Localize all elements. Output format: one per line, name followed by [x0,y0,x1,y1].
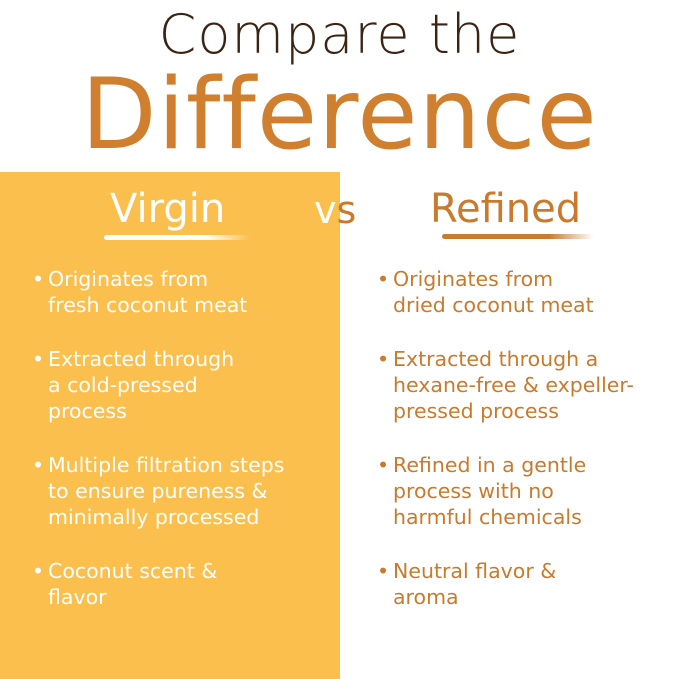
title-compare: Compare the [158,3,521,66]
virgin-underline [104,235,250,240]
refined-heading: Refined [430,186,582,232]
list-item: • Extracted through a hexane-free & expell… [377,346,634,424]
list-item-text: flavor [48,585,107,609]
list-item: • Refined in a gentle process with no harmf… [377,452,634,530]
list-item-text: Originates from [393,267,554,291]
virgin-panel [0,172,340,679]
list-item-text: process with no [393,479,554,503]
bullet-icon: • [377,559,390,583]
list-item-text: Multiple filtration steps [48,453,285,477]
title-difference: Difference [81,58,598,172]
list-item-text: to ensure pureness & [48,479,268,503]
refined-list: • Originates from dried coconut meat • Extra… [377,266,634,638]
list-item: • Originates from fresh coconut meat [32,266,284,318]
bullet-icon: • [32,559,45,583]
list-item-text: Extracted through [48,347,235,371]
list-item: • Extracted through a cold-pressed process [32,346,284,424]
list-item: • Neutral flavor & aroma [377,558,634,610]
bullet-icon: • [32,453,45,477]
list-item: • Multiple filtration steps to ensure pure… [32,452,284,530]
bullet-icon: • [377,453,390,477]
list-item-text: harmful chemicals [393,505,582,529]
list-item-text: dried coconut meat [393,293,594,317]
list-item-text: aroma [393,585,459,609]
list-item-text: Coconut scent & [48,559,218,583]
list-item-text: a cold-pressed [48,373,198,397]
list-item-text: minimally processed [48,505,260,529]
bullet-icon: • [377,267,390,291]
list-item-text: Neutral flavor & [393,559,557,583]
vs-label: vs [314,185,356,235]
list-item: • Originates from dried coconut meat [377,266,634,318]
list-item-text: process [48,399,127,423]
list-item: • Coconut scent & flavor [32,558,284,610]
vs-s: s [336,188,357,232]
virgin-heading: Virgin [110,186,226,232]
list-item-text: Refined in a gentle [393,453,587,477]
list-item-text: pressed process [393,399,559,423]
virgin-list: • Originates from fresh coconut meat • Extra… [32,266,284,638]
bullet-icon: • [377,347,390,371]
bullet-icon: • [32,267,45,291]
list-item-text: Originates from [48,267,209,291]
refined-underline [442,234,594,239]
list-item-text: hexane-free & expeller- [393,373,634,397]
list-item-text: fresh coconut meat [48,293,248,317]
vs-v: v [314,188,337,232]
list-item-text: Extracted through a [393,347,599,371]
bullet-icon: • [32,347,45,371]
